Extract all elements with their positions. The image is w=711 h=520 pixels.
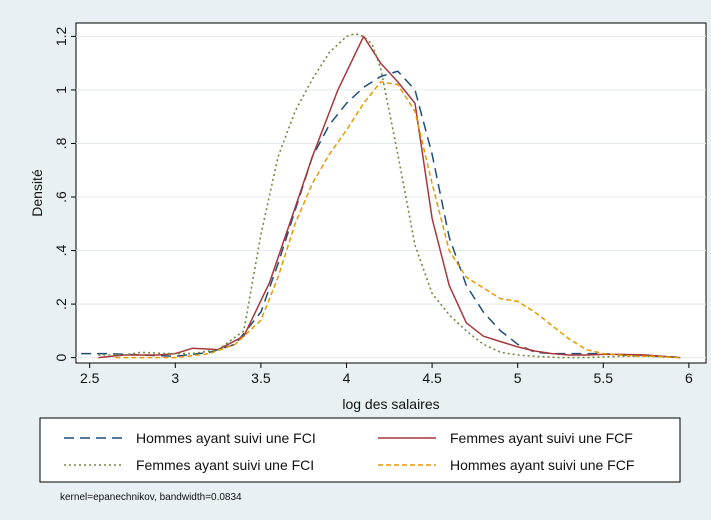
legend-label-1: Femmes ayant suivi une FCF: [450, 430, 633, 446]
plot-area: [75, 22, 707, 364]
y-tick-label: .6: [53, 191, 69, 203]
x-axis: 2.5 3 3.5 4 4.5 5 5.5 6: [80, 363, 693, 386]
y-tick-label: .2: [53, 298, 69, 310]
x-tick-label: 3.5: [251, 370, 271, 386]
legend-box: [39, 417, 681, 483]
legend-label-0: Hommes ayant suivi une FCI: [136, 430, 316, 446]
series-layer: [81, 32, 681, 359]
x-axis-title: log des salaires: [342, 396, 439, 412]
y-tick-label: 0: [53, 354, 69, 362]
y-tick-label: 1.2: [53, 26, 69, 46]
y-tick-label: .8: [53, 137, 69, 149]
y-tick-label: .4: [53, 245, 69, 257]
x-tick-label: 6: [685, 370, 693, 386]
x-tick-label: 4: [343, 370, 351, 386]
legend-label-3: Hommes ayant suivi une FCF: [450, 457, 634, 473]
legend: Hommes ayant suivi une FCI Femmes ayant s…: [39, 417, 681, 483]
x-tick-label: 5.5: [594, 370, 614, 386]
y-axis: 0 .2 .4 .6 .8 1 1.2: [53, 26, 76, 362]
x-tick-label: 5: [514, 370, 522, 386]
kernel-note: kernel=epanechnikov, bandwidth=0.0834: [60, 492, 242, 503]
legend-label-2: Femmes ayant suivi une FCI: [136, 457, 314, 473]
series-line-2: [98, 32, 681, 359]
x-tick-label: 3: [171, 370, 179, 386]
y-axis-title: Densité: [29, 169, 45, 217]
y-tick-label: 1: [53, 86, 69, 94]
x-tick-label: 4.5: [422, 370, 442, 386]
x-tick-label: 2.5: [80, 370, 100, 386]
series-line-3: [115, 81, 681, 359]
series-line-1: [98, 35, 681, 359]
